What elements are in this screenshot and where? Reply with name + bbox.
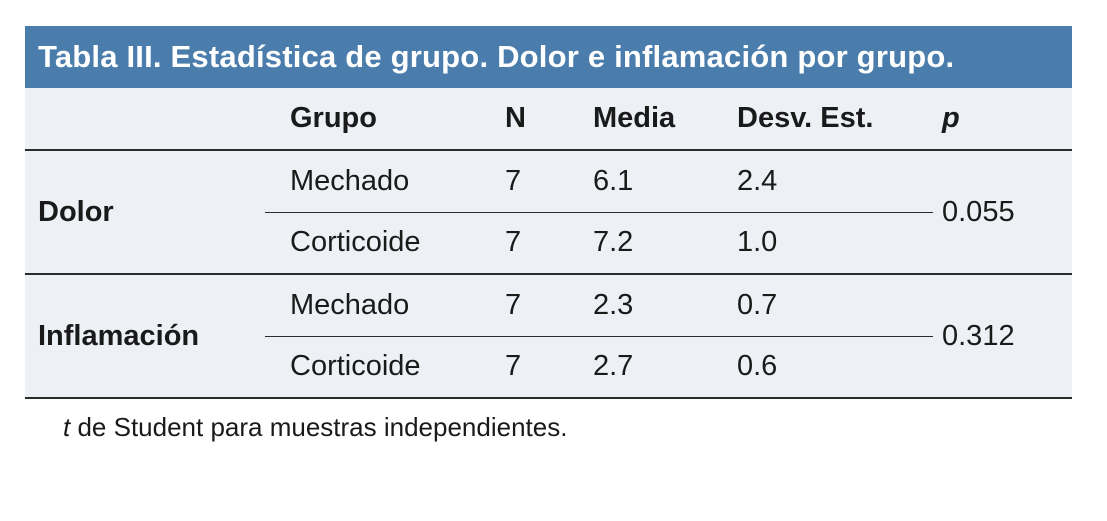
- table-header-row: Grupo N Media Desv. Est. p: [25, 88, 1072, 150]
- cell-n: 7: [490, 274, 570, 337]
- col-header-desv-est: Desv. Est.: [737, 102, 874, 134]
- cell-media: 2.3: [570, 274, 715, 337]
- table-row: Corticoide 7 7.2 1.0: [25, 212, 1072, 274]
- cell-desv: 1.0: [737, 226, 778, 259]
- table-title: Tabla III. Estadística de grupo. Dolor e…: [25, 26, 1072, 88]
- cell-desv: 2.4: [715, 150, 933, 213]
- table-row: Corticoide 7 2.7 0.6: [25, 336, 1072, 398]
- cell-n: 7: [505, 350, 522, 383]
- cell-n: 7: [505, 226, 522, 259]
- table-row: Inflamación Mechado 7 2.3 0.7 0.312: [25, 274, 1072, 352]
- table-footnote: t de Student para muestras independiente…: [63, 412, 1107, 443]
- col-header-grupo: Grupo: [290, 102, 377, 134]
- cell-grupo: Mechado: [265, 150, 490, 213]
- col-header-n: N: [505, 102, 526, 134]
- row-label-inflamacion: Inflamación: [38, 319, 200, 352]
- cell-n: 7: [490, 150, 570, 213]
- cell-grupo: Corticoide: [290, 350, 421, 383]
- section-inflamacion: Inflamación Mechado 7 2.3 0.7 0.312 Cort…: [25, 274, 1072, 398]
- cell-grupo: Mechado: [265, 274, 490, 337]
- cell-grupo: Corticoide: [290, 226, 421, 259]
- col-header-p: p: [942, 102, 960, 134]
- cell-desv: 0.6: [737, 350, 778, 383]
- footnote-italic-t: t: [63, 412, 71, 442]
- footnote-text: de Student para muestras independientes.: [70, 412, 568, 442]
- cell-p-value: 0.312: [942, 319, 1015, 352]
- col-header-media: Media: [593, 102, 676, 134]
- cell-media: 6.1: [570, 150, 715, 213]
- figure-table-iii: Tabla III. Estadística de grupo. Dolor e…: [25, 26, 1107, 443]
- section-dolor: Dolor Mechado 7 6.1 2.4 0.055 Corticoide…: [25, 150, 1072, 274]
- row-label-dolor: Dolor: [38, 195, 114, 228]
- col-header-empty: [25, 88, 265, 150]
- table-row: Dolor Mechado 7 6.1 2.4 0.055: [25, 150, 1072, 228]
- cell-p-value: 0.055: [942, 195, 1015, 228]
- cell-media: 2.7: [593, 350, 634, 383]
- table-card: Tabla III. Estadística de grupo. Dolor e…: [25, 26, 1072, 399]
- cell-desv: 0.7: [715, 274, 933, 337]
- statistics-table: Grupo N Media Desv. Est. p Dolor Mechado…: [25, 88, 1072, 399]
- cell-media: 7.2: [593, 226, 634, 259]
